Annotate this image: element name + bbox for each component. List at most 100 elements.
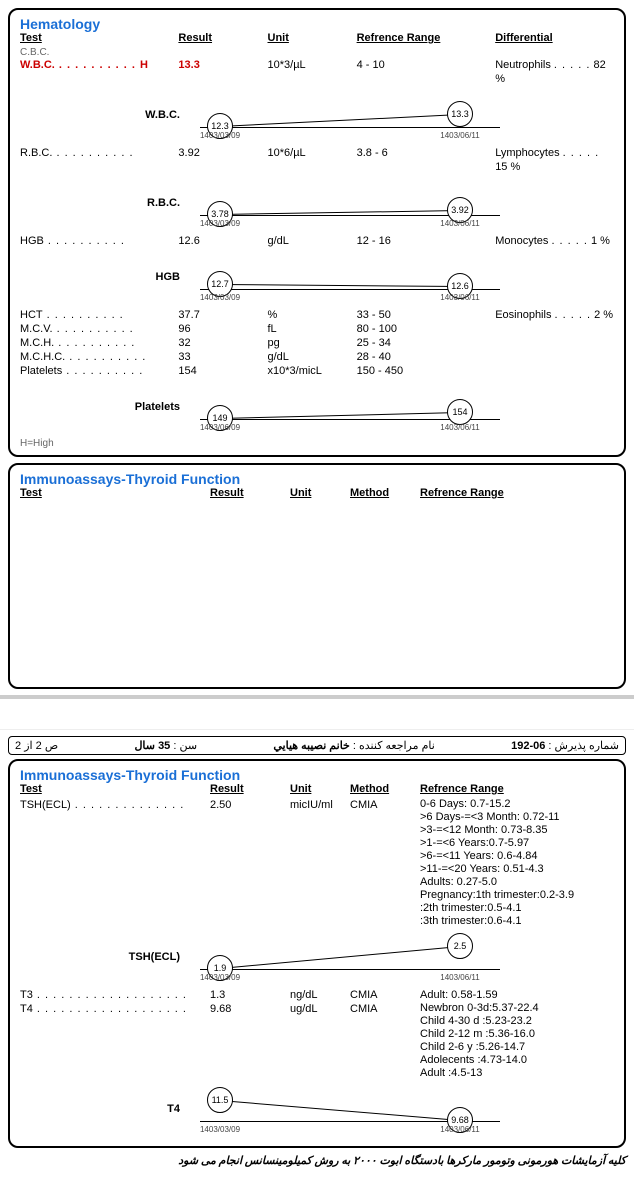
hdr-unit: Unit	[290, 487, 350, 499]
chart-date-1: 1403/03/09	[200, 293, 240, 302]
diff-cell: Neutrophils . . . . . 82 %	[495, 58, 614, 86]
hdr-unit: Unit	[268, 32, 357, 44]
diff-cell: Eosinophils . . . . . 2 %	[495, 308, 614, 322]
test-unit: 10*6/µL	[268, 146, 357, 174]
test-unit: %	[268, 308, 357, 322]
t3-result: 1.3	[210, 988, 290, 1002]
hemo-row: Platelets . . . . . . . . . . 154 x10*3/…	[20, 364, 614, 378]
test-unit: fL	[268, 322, 357, 336]
chart-point-2: 2.5	[447, 933, 473, 959]
chart-label: Platelets	[20, 401, 200, 413]
test-range: 33 - 50	[357, 308, 496, 322]
hdr-range: Refrence Range	[420, 487, 590, 499]
tsh-method: CMIA	[350, 798, 420, 928]
test-range: 3.8 - 6	[357, 146, 496, 174]
ref-line: :2th trimester:0.5-4.1	[420, 902, 590, 915]
t4-unit: ug/dL	[290, 1002, 350, 1080]
t4-name: T4	[20, 1003, 33, 1015]
diff-cell	[495, 364, 614, 378]
chart-label: T4	[20, 1103, 200, 1115]
test-result: 37.7	[178, 308, 267, 322]
field-accession: شماره پذيرش :	[548, 740, 619, 752]
ref-line: Adults: 0.27-5.0	[420, 876, 590, 889]
trend-chart: W.B.C. 12.3 13.3 1403/03/09 1403/06/11	[20, 90, 614, 140]
page-total: 2	[15, 740, 21, 752]
test-name: R.B.C.	[20, 147, 52, 159]
hdr-result: Result	[178, 32, 267, 44]
ref-line: Child 2-6 y :5.26-14.7	[420, 1041, 590, 1054]
page-num: 2	[36, 740, 42, 752]
hdr-range: Refrence Range	[357, 32, 496, 44]
test-name: HGB	[20, 235, 44, 247]
page-break	[0, 695, 634, 730]
hdr-result: Result	[210, 487, 290, 499]
t4-result: 9.68	[210, 1002, 290, 1080]
hematology-footnote: H=High	[20, 438, 614, 449]
test-unit: x10*3/micL	[268, 364, 357, 378]
test-name: HCT	[20, 309, 43, 321]
page-of: از	[24, 740, 32, 752]
ref-line: Adolecents :4.73-14.0	[420, 1054, 590, 1067]
chart-label: TSH(ECL)	[20, 951, 200, 963]
hemo-row: M.C.H. . . . . . . . . . . 32 pg 25 - 34	[20, 336, 614, 350]
t4-refrange: Newbron 0-3d:5.37-22.4Child 4-30 d :5.23…	[420, 1002, 590, 1080]
test-range: 4 - 10	[357, 58, 496, 86]
chart-label: HGB	[20, 271, 200, 283]
test-result: 32	[178, 336, 267, 350]
hematology-title: Hematology	[20, 16, 614, 32]
trend-chart: Platelets 149 154 1403/06/09 1403/06/11	[20, 382, 614, 432]
hdr-result: Result	[210, 783, 290, 795]
hdr-method: Method	[350, 487, 420, 499]
hemo-row: M.C.H.C. . . . . . . . . . . 33 g/dL 28 …	[20, 350, 614, 364]
t3-refrange: Adult: 0.58-1.59	[420, 988, 590, 1002]
ref-line: Newbron 0-3d:5.37-22.4	[420, 1002, 590, 1015]
field-patient: نام مراجعه كننده :	[353, 740, 435, 752]
tsh-refrange: 0-6 Days: 0.7-15.2>6 Days-=<3 Month: 0.7…	[420, 798, 590, 928]
hdr-diff: Differential	[495, 32, 614, 44]
test-name: M.C.V.	[20, 323, 53, 335]
tsh-result: 2.50	[210, 798, 290, 928]
hemo-row: R.B.C. . . . . . . . . . . 3.92 10*6/µL …	[20, 146, 614, 174]
test-unit: 10*3/µL	[268, 58, 357, 86]
field-page: ص	[45, 740, 58, 752]
t3-unit: ng/dL	[290, 988, 350, 1002]
t3-name: T3	[20, 989, 33, 1001]
test-range: 25 - 34	[357, 336, 496, 350]
test-result: 154	[178, 364, 267, 378]
chart-date-1: 1403/03/09	[200, 219, 240, 228]
field-age: سن :	[173, 740, 197, 752]
test-range: 28 - 40	[357, 350, 496, 364]
hemo-row: HCT . . . . . . . . . . 37.7 % 33 - 50 E…	[20, 308, 614, 322]
t4-row: T4 . . . . . . . . . . . . . . . . . . .…	[20, 1002, 614, 1080]
chart-date-2: 1403/06/11	[440, 131, 479, 140]
hdr-test: Test	[20, 32, 178, 44]
cbc-label: C.B.C.	[20, 47, 614, 58]
chart-date-1: 1403/03/09	[200, 131, 240, 140]
test-range: 80 - 100	[357, 322, 496, 336]
hdr-method: Method	[350, 783, 420, 795]
diff-cell	[495, 336, 614, 350]
chart-date-2: 1403/06/11	[440, 973, 479, 982]
footer-note: کلیه آزمایشات هورمونی وتومور مارکرها باد…	[8, 1154, 626, 1167]
test-range: 12 - 16	[357, 234, 496, 248]
ref-line: Child 4-30 d :5.23-23.2	[420, 1015, 590, 1028]
test-result: 3.92	[178, 146, 267, 174]
hdr-test: Test	[20, 487, 210, 499]
patient-bar: شماره پذيرش : 06-192 نام مراجعه كننده : …	[8, 736, 626, 755]
diff-cell	[495, 350, 614, 364]
ref-line: Child 2-12 m :5.36-16.0	[420, 1028, 590, 1041]
ref-line: Adult :4.5-13	[420, 1067, 590, 1080]
chart-date-1: 1403/03/09	[200, 973, 240, 982]
chart-point-2: 154	[447, 399, 473, 425]
test-result: 33	[178, 350, 267, 364]
chart-date-1: 1403/03/09	[200, 1125, 240, 1134]
flag: H	[140, 59, 148, 71]
test-range: 150 - 450	[357, 364, 496, 378]
test-result: 13.3	[178, 58, 267, 86]
accession-number: 06-192	[511, 740, 545, 752]
thyroid2-title: Immunoassays-Thyroid Function	[20, 767, 614, 783]
ref-line: >6 Days-=<3 Month: 0.72-11	[420, 811, 590, 824]
ref-line: Pregnancy:1th trimester:0.2-3.9	[420, 889, 590, 902]
diff-cell: Monocytes . . . . . 1 %	[495, 234, 614, 248]
chart-label: W.B.C.	[20, 109, 200, 121]
